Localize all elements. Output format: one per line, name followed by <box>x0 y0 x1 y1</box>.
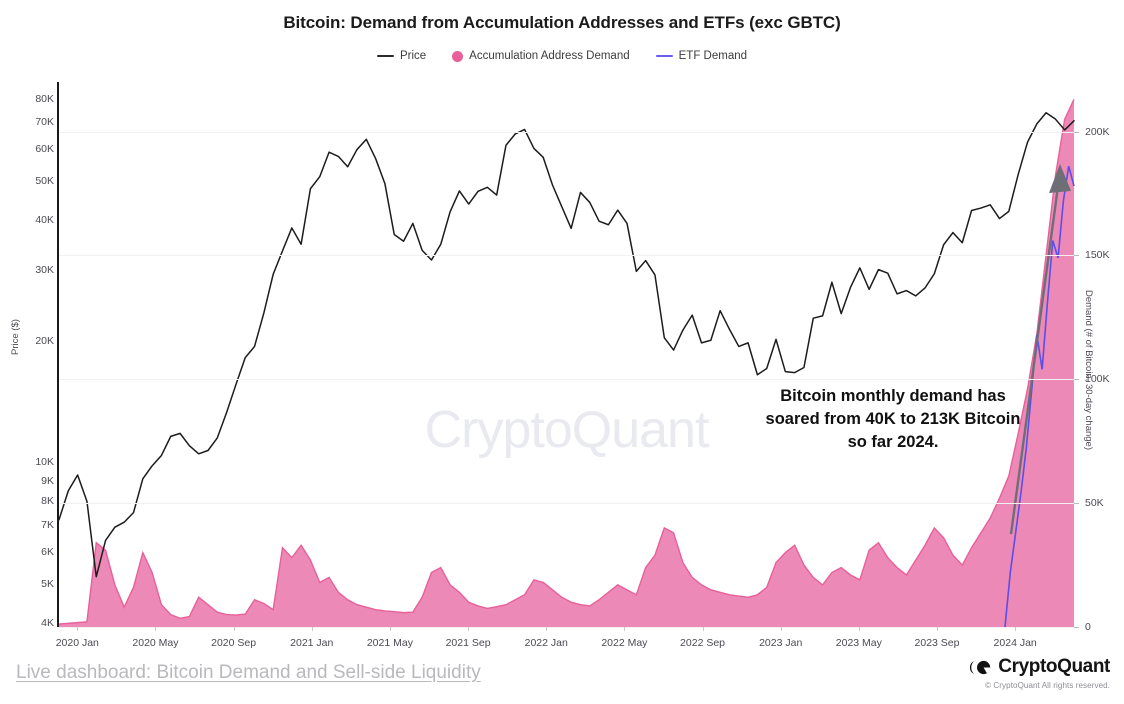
y-axis-left-tick-label: 20K <box>35 335 54 348</box>
legend-label-price: Price <box>399 50 427 62</box>
y-axis-left-tick-label: 5K <box>41 577 54 590</box>
etf-line-swatch-icon <box>655 55 673 57</box>
y-axis-left-tick-label: 70K <box>35 116 54 129</box>
annotation-arrow <box>1009 164 1071 535</box>
x-axis-tick-label: 2024 Jan <box>993 637 1037 649</box>
y-axis-left-tick-label: 6K <box>41 545 54 558</box>
y-axis-left-tick-label: 60K <box>35 142 54 155</box>
price-line-swatch-icon <box>376 55 394 57</box>
gridline <box>59 379 1074 381</box>
y-axis-right-tick-label: 150K <box>1085 249 1110 262</box>
x-axis-tick <box>77 627 79 631</box>
x-axis-tick-label: 2023 Sep <box>914 637 960 649</box>
x-axis-tick <box>389 627 391 631</box>
y-axis-right-tick-label: 200K <box>1085 125 1110 138</box>
y-axis-right-tick <box>1074 131 1079 133</box>
y-axis-left-title: Price ($) <box>10 319 21 355</box>
gridline <box>59 255 1074 257</box>
accumulation-demand-line <box>58 99 1075 625</box>
y-axis-right-tick <box>1074 503 1079 505</box>
x-axis-tick <box>624 627 626 631</box>
legend-label-etf: ETF Demand <box>678 50 748 62</box>
price-line <box>58 112 1075 578</box>
series-svg <box>58 99 1075 628</box>
y-axis-right-tick <box>1074 627 1079 628</box>
y-axis-left-tick-label: 7K <box>41 518 54 531</box>
y-axis-right-tick-label: 0 <box>1085 621 1091 633</box>
x-axis-tick <box>546 627 548 631</box>
legend-item-price[interactable]: Price <box>376 50 427 62</box>
x-axis-tick <box>311 627 313 631</box>
y-axis-right-tick-label: 50K <box>1085 497 1104 510</box>
x-axis-tick-label: 2021 Sep <box>445 637 491 649</box>
accumulation-demand-area <box>59 99 1074 628</box>
y-axis-left-tick-label: 8K <box>41 495 54 508</box>
y-axis-left-tick-label: 4K <box>41 616 54 629</box>
chart-title: Bitcoin: Demand from Accumulation Addres… <box>283 13 841 32</box>
x-axis-tick-label: 2021 May <box>366 637 413 649</box>
y-axis-right-tick-label: 100K <box>1085 373 1110 386</box>
x-axis-tick <box>468 627 470 631</box>
x-axis-tick <box>1015 627 1017 631</box>
x-axis-tick-label: 2023 May <box>835 637 882 649</box>
x-axis-tick <box>702 627 704 631</box>
y-axis-left-tick-label: 30K <box>35 264 54 277</box>
x-axis-tick <box>937 627 938 631</box>
x-axis-tick <box>233 627 235 631</box>
y-axis-right-tick <box>1074 255 1079 257</box>
y-axis-left-tick-label: 40K <box>35 213 54 226</box>
annotation-text: Bitcoin monthly demand has soared from 4… <box>765 387 1021 451</box>
x-axis-tick-label: 2020 Sep <box>211 637 257 649</box>
cryptoquant-logo-icon <box>970 659 991 675</box>
x-axis-tick-label: 2022 Jan <box>524 637 568 649</box>
legend-label-accumulation: Accumulation Address Demand <box>469 50 630 62</box>
etf-demand-line <box>1004 166 1075 628</box>
y-axis-right-tick <box>1074 379 1079 381</box>
gridline <box>59 627 1074 628</box>
x-axis-tick <box>155 627 157 631</box>
x-axis-tick-label: 2020 Jan <box>55 637 99 649</box>
live-dashboard-link[interactable]: Live dashboard: Bitcoin Demand and Sell-… <box>16 662 481 683</box>
gridline <box>59 503 1074 505</box>
x-axis-tick <box>780 627 782 631</box>
brand-block: CryptoQuant © CryptoQuant All rights res… <box>970 656 1110 690</box>
x-axis-tick-label: 2022 Sep <box>680 637 726 649</box>
plot-area: CryptoQuant Bitcoin monthly demand has s… <box>35 82 1110 633</box>
x-axis-tick-label: 2023 Jan <box>759 637 803 649</box>
x-axis-tick-label: 2021 Jan <box>290 637 334 649</box>
copyright-text: © CryptoQuant All rights reserved. <box>985 681 1110 690</box>
annotation-arrow-head <box>1049 164 1071 193</box>
annotation-arrow-shaft <box>1009 178 1061 535</box>
accumulation-dot-swatch-icon <box>452 50 464 62</box>
y-axis-right-title: Demand (# of Bitcoin, 30-day change) <box>1083 290 1094 451</box>
y-axis-left-tick-label: 10K <box>35 456 54 469</box>
y-axis-left-tick-label: 80K <box>35 92 54 105</box>
chart-legend: Price Accumulation Address Demand ETF De… <box>0 50 1124 62</box>
x-axis-tick-label: 2022 May <box>601 637 648 649</box>
brand-name: CryptoQuant <box>998 656 1110 677</box>
x-axis-labels: 2020 Jan 2020 May 2020 Sep 2021 Jan 2021 May… <box>55 627 1072 649</box>
x-axis-tick <box>858 627 860 631</box>
legend-item-etf-demand[interactable]: ETF Demand <box>655 50 748 62</box>
gridline <box>59 131 1074 133</box>
y-axis-left-tick-label: 9K <box>41 474 54 487</box>
legend-item-accumulation-address-demand[interactable]: Accumulation Address Demand <box>452 50 630 62</box>
x-axis-tick-label: 2020 May <box>132 637 179 649</box>
y-axis-left-tick-label: 50K <box>35 174 54 187</box>
